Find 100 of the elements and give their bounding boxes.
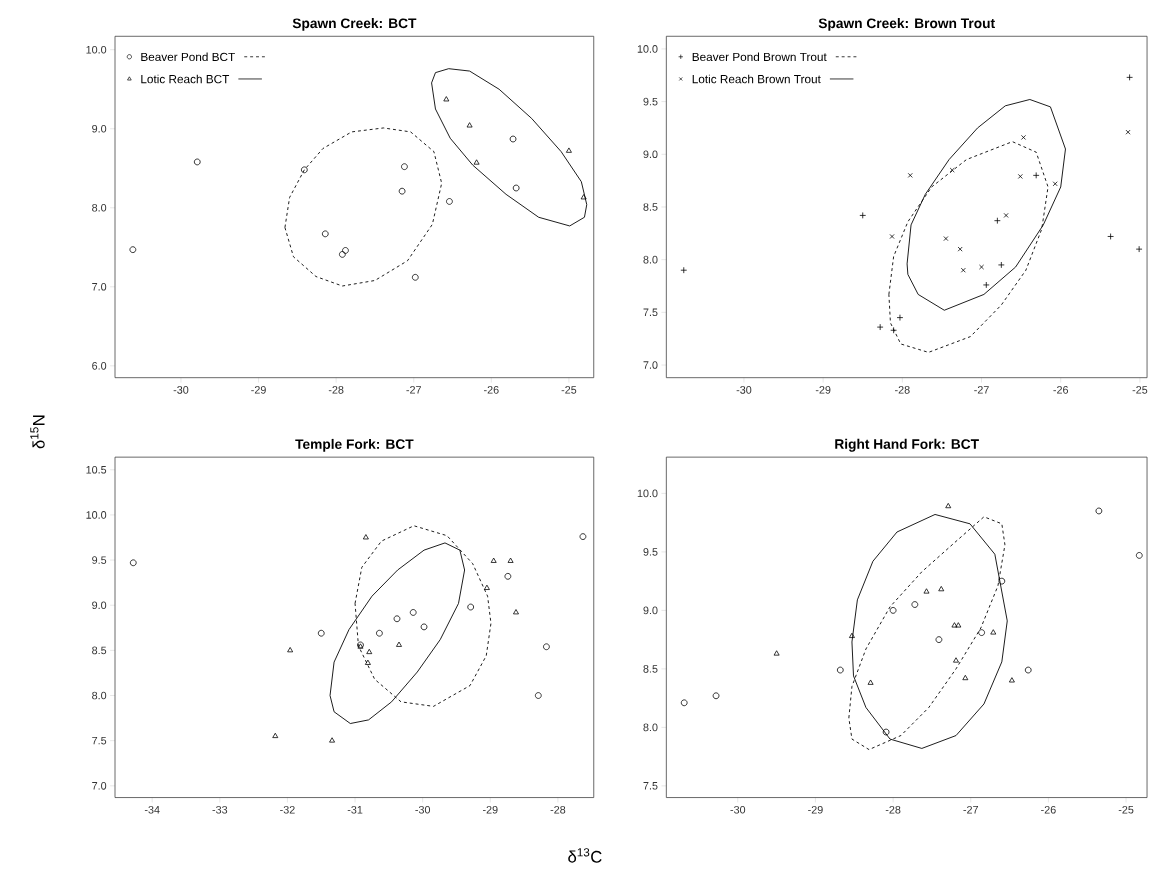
point (512, 184, 520, 192)
point (490, 557, 497, 563)
point (773, 650, 780, 656)
point (859, 212, 867, 219)
legend-label: Beaver Pond BCT (141, 52, 235, 62)
chart-title: Spawn Creek: Brown Trout (818, 18, 995, 31)
x-tick-label: -30 (730, 805, 746, 814)
point (680, 266, 688, 274)
point (193, 158, 201, 166)
point (979, 264, 984, 270)
point (513, 609, 519, 615)
y-tick-label: 7.5 (92, 736, 107, 745)
point (543, 643, 550, 651)
point (951, 622, 958, 628)
point (534, 692, 542, 699)
x-tick-label: -29 (482, 805, 498, 814)
x-tick-label: -32 (280, 805, 295, 814)
x-tick-label: -25 (1132, 386, 1148, 394)
point (938, 585, 945, 592)
y-tick-label: 9.5 (643, 548, 658, 556)
point (867, 679, 874, 685)
x-tick-label: -27 (963, 805, 979, 814)
point (483, 584, 490, 590)
point (836, 666, 844, 674)
x-tick-label: -34 (144, 805, 160, 814)
y-tick-label: 8.0 (643, 255, 658, 264)
point (1017, 173, 1023, 179)
y-tick-label: 8.5 (643, 203, 658, 211)
x-tick-label: -28 (885, 805, 901, 814)
point (504, 572, 512, 580)
point (998, 261, 1005, 269)
y-tick-label: 9.0 (643, 606, 658, 615)
point (507, 557, 514, 563)
y-tick-label: 8.5 (643, 665, 658, 673)
point (1032, 171, 1040, 179)
point (129, 246, 137, 253)
x-axis-title: δ$^{13}$C (568, 848, 602, 863)
point (712, 692, 720, 700)
point (978, 629, 985, 636)
point (982, 281, 990, 289)
point (889, 607, 897, 614)
point (935, 636, 943, 643)
x-tick-label: -26 (1041, 805, 1056, 814)
point (443, 96, 450, 102)
point (955, 622, 962, 628)
point (401, 163, 408, 170)
y-tick-label: 10.0 (86, 45, 107, 54)
x-tick-label: -28 (328, 386, 344, 394)
x-tick-label: -29 (808, 805, 823, 814)
y-tick-label: 6.0 (92, 361, 107, 370)
point (911, 601, 919, 608)
y-tick-label: 9.0 (643, 150, 658, 159)
point (329, 737, 335, 743)
point (907, 172, 913, 178)
point (466, 122, 473, 128)
y-tick-label: 9.0 (92, 124, 107, 133)
x-tick-label: -29 (251, 386, 266, 394)
point (376, 629, 383, 637)
x-tick-label: -28 (895, 386, 910, 394)
x-tick-label: -26 (484, 386, 499, 394)
y-tick-label: 9.0 (92, 601, 107, 609)
point (565, 147, 572, 153)
point (1052, 181, 1058, 187)
legend-label: Beaver Pond Brown Trout (692, 52, 827, 62)
point (364, 659, 371, 665)
y-tick-label: 10.0 (637, 45, 658, 53)
point (962, 674, 969, 681)
point (998, 577, 1006, 585)
y-tick-label: 8.0 (92, 203, 107, 212)
point (945, 502, 952, 509)
point (943, 236, 949, 242)
y-tick-label: 7.5 (643, 308, 658, 317)
legend-label: Lotic Reach Brown Trout (692, 74, 821, 84)
x-tick-label: -25 (1118, 805, 1134, 814)
point (580, 194, 587, 200)
x-tick-label: -26 (1053, 386, 1069, 394)
x-tick-label: -30 (736, 386, 752, 394)
point (321, 230, 329, 238)
point (849, 632, 855, 638)
point (317, 629, 325, 637)
y-tick-label: 8.0 (92, 691, 107, 700)
point (396, 641, 402, 647)
y-tick-label: 10.0 (637, 489, 658, 498)
point (398, 187, 406, 195)
x-tick-label: -25 (561, 386, 577, 394)
chart-title: Temple Fork: BCT (295, 438, 414, 452)
y-tick-label: 7.5 (643, 782, 658, 790)
x-tick-label: -28 (550, 805, 566, 814)
point (876, 323, 884, 331)
y-axis-title: δ$^{15}$N (30, 415, 45, 449)
point (579, 533, 587, 540)
x-tick-label: -33 (212, 805, 228, 814)
point (467, 603, 475, 611)
y-tick-label: 7.0 (92, 781, 107, 790)
point (409, 609, 417, 616)
point (393, 615, 401, 623)
point (339, 251, 346, 258)
point (882, 728, 890, 736)
point (1003, 212, 1009, 218)
point (680, 699, 688, 707)
